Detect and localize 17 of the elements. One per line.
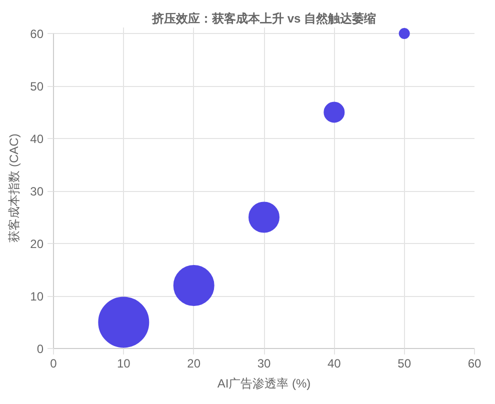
y-tick-label: 0 [36, 342, 44, 356]
y-tick-label: 40 [30, 132, 44, 146]
x-tick-label: 40 [327, 356, 342, 370]
y-axis-title: 获客成本指数 (CAC) [7, 134, 22, 242]
chart-title: 挤压效应：获客成本上升 vs 自然触达萎缩 [150, 12, 376, 26]
y-tick-label: 60 [30, 27, 44, 41]
x-tick-label: 60 [468, 356, 482, 370]
x-tick-label: 20 [187, 356, 201, 370]
x-axis-title: AI广告渗透率 (%) [217, 376, 311, 390]
x-tick-label: 50 [398, 356, 412, 370]
y-tick-label: 30 [30, 184, 44, 198]
x-tick-label: 30 [257, 356, 271, 370]
x-tick-label: 0 [50, 356, 58, 370]
y-tick-label: 50 [30, 80, 44, 94]
x-tick-label: 10 [116, 356, 131, 370]
y-tick-label: 20 [30, 237, 44, 251]
y-tick-label: 10 [30, 290, 44, 304]
